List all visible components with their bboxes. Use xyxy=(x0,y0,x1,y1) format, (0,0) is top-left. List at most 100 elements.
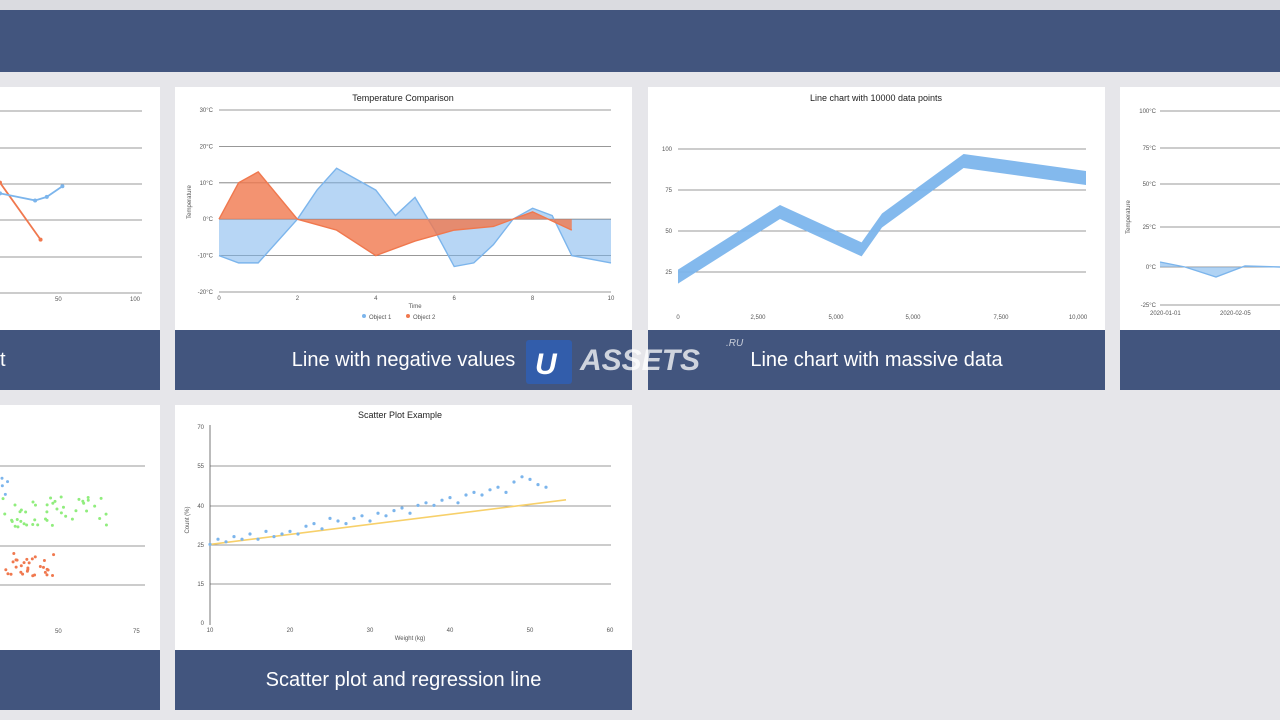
data-point xyxy=(15,558,19,562)
data-point xyxy=(360,514,364,518)
series-line xyxy=(218,170,573,257)
watermark-logo-box xyxy=(526,340,572,384)
data-point xyxy=(52,553,56,557)
data-point xyxy=(11,560,15,564)
data-point xyxy=(272,535,276,539)
data-point xyxy=(22,561,26,565)
watermark-text: ASSETS xyxy=(579,344,700,377)
x-tick-label: 0 xyxy=(676,315,680,321)
data-point xyxy=(33,198,38,203)
y-tick-label: -25°C xyxy=(1141,303,1157,309)
chart-card-line-basic[interactable]: 50 100 t xyxy=(0,87,160,390)
y-tick-label: 20°C xyxy=(200,144,214,150)
card-caption[interactable] xyxy=(0,650,160,710)
data-point xyxy=(55,507,59,511)
series-line xyxy=(1159,261,1280,278)
legend-label: Object 2 xyxy=(413,315,436,321)
chart-title: Line chart with 10000 data points xyxy=(810,93,943,103)
y-tick-label: 50°C xyxy=(1143,182,1157,188)
chart-scatter-regression: Scatter Plot Example 70 55 40 25 15 010 20 30 40 5… xyxy=(185,410,614,642)
data-point xyxy=(43,517,47,521)
chart-line-basic: 50 100 xyxy=(0,110,142,303)
data-point xyxy=(21,572,25,576)
watermark-logo-letter: U xyxy=(535,348,558,381)
x-tick-label: 7,500 xyxy=(993,315,1009,321)
data-point xyxy=(33,503,37,507)
y-tick-label: 25 xyxy=(665,270,672,276)
data-point xyxy=(6,572,10,576)
chart-card-scatter-groups[interactable]: 50 75 xyxy=(0,405,160,710)
x-tick-label: 50 xyxy=(55,297,62,303)
data-point xyxy=(25,523,29,527)
data-point xyxy=(0,191,2,196)
data-point xyxy=(45,573,49,577)
data-point xyxy=(304,524,308,528)
regression-line xyxy=(209,499,567,546)
data-point xyxy=(64,514,68,518)
data-point xyxy=(216,537,220,541)
y-tick-label: 10°C xyxy=(200,181,214,187)
chart-massive-data: Line chart with 10000 data points 100 75 50… xyxy=(662,93,1088,321)
data-point xyxy=(488,488,492,492)
series-line xyxy=(218,167,612,268)
card-caption[interactable]: t xyxy=(0,330,160,390)
data-point xyxy=(45,510,49,514)
data-point xyxy=(33,573,37,577)
x-tick-label: 6 xyxy=(453,296,457,302)
data-point xyxy=(12,552,16,556)
data-point xyxy=(368,519,372,523)
x-tick-label: 40 xyxy=(447,628,454,634)
data-point xyxy=(22,522,26,526)
chart-card-time-area[interactable]: 100°C 75°C 50°C 25°C 0°C -25°C Temperature 2020… xyxy=(1120,87,1280,390)
card-caption[interactable] xyxy=(1120,330,1280,390)
data-point xyxy=(400,506,404,510)
data-point xyxy=(472,490,476,494)
series-line xyxy=(0,185,63,202)
data-point xyxy=(13,503,17,507)
x-tick-label: 8 xyxy=(531,296,535,302)
x-tick-label: 60 xyxy=(607,628,614,634)
x-tick-label: 2020-02-05 xyxy=(1220,311,1251,317)
chart-card-massive-data[interactable]: Line chart with 10000 data points 100 75 50… xyxy=(648,87,1105,390)
legend-label: Object 1 xyxy=(369,315,392,321)
y-tick-label: 15 xyxy=(197,582,204,588)
data-point xyxy=(86,498,90,502)
y-tick-label: 100 xyxy=(662,147,673,153)
data-point xyxy=(98,517,102,521)
y-tick-label: 75 xyxy=(665,188,672,194)
top-band xyxy=(0,0,1280,10)
chart-time-area: 100°C 75°C 50°C 25°C 0°C -25°C Temperature 2020… xyxy=(1126,109,1280,317)
y-tick-label: 100°C xyxy=(1139,109,1156,115)
chart-card-scatter-regression[interactable]: Scatter Plot Example 70 55 40 25 15 0 10 20 30 40 5… xyxy=(175,405,632,710)
chart-card-negative-values[interactable]: Temperature Comparison 30°C 20°C 10°C 0°C -10… xyxy=(175,87,632,390)
x-tick-label: 10 xyxy=(608,296,615,302)
data-point xyxy=(264,529,268,533)
data-band xyxy=(678,154,1086,284)
x-tick-label: 4 xyxy=(374,296,378,302)
data-point xyxy=(520,475,524,479)
data-point xyxy=(432,503,436,507)
data-point xyxy=(19,519,23,523)
data-point xyxy=(25,557,29,561)
data-point xyxy=(33,555,37,559)
data-point xyxy=(0,484,4,488)
data-point xyxy=(408,511,412,515)
data-point xyxy=(19,508,23,512)
y-tick-label: 70 xyxy=(197,425,204,431)
data-point xyxy=(46,568,50,572)
data-point xyxy=(480,493,484,497)
data-point xyxy=(41,565,45,569)
y-axis-label: Count (%) xyxy=(185,506,191,533)
y-tick-label: -10°C xyxy=(198,254,214,260)
y-tick-label: 55 xyxy=(197,464,204,470)
card-caption[interactable]: Line chart with massive data xyxy=(648,330,1105,390)
chart-title: Temperature Comparison xyxy=(352,93,454,103)
data-point xyxy=(312,522,316,526)
card-caption[interactable]: Scatter plot and regression line xyxy=(175,650,632,710)
data-point xyxy=(528,477,532,481)
data-point xyxy=(36,523,40,527)
x-tick-label: 30 xyxy=(367,628,374,634)
data-point xyxy=(30,557,34,561)
data-point xyxy=(27,561,31,565)
y-tick-label: -20°C xyxy=(198,290,214,296)
